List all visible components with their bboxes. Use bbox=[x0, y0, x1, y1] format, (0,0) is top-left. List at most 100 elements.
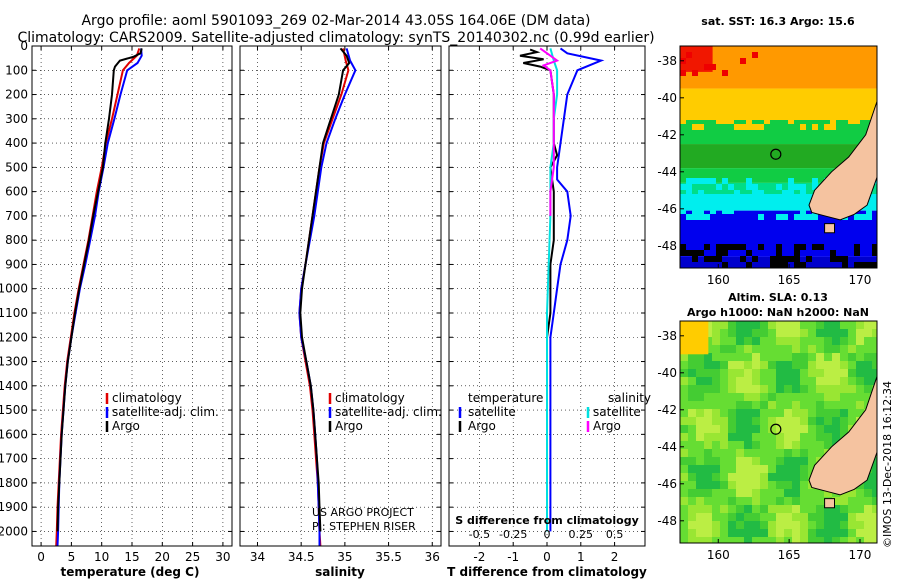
sla-pixel bbox=[792, 521, 800, 529]
sst-pixel bbox=[800, 262, 806, 268]
sla-pixel bbox=[768, 505, 776, 513]
sla-pixel bbox=[704, 513, 712, 521]
sla-pixel bbox=[696, 417, 704, 425]
sla-pixel bbox=[728, 329, 736, 337]
sst-pixel bbox=[698, 208, 704, 214]
sla-pixel bbox=[712, 369, 720, 377]
sst-pixel bbox=[788, 118, 794, 124]
sla-pixel bbox=[832, 417, 840, 425]
sla-pixel bbox=[784, 337, 792, 345]
sst-pixel bbox=[680, 208, 686, 214]
sla-pixel bbox=[744, 321, 752, 329]
sla-pixel bbox=[696, 497, 704, 505]
sla-pixel bbox=[696, 537, 704, 543]
sst-pixel bbox=[830, 124, 836, 130]
sst-pixel bbox=[854, 118, 860, 124]
sst-pixel bbox=[866, 214, 872, 220]
sla-pixel bbox=[712, 417, 720, 425]
sst-pixel bbox=[854, 244, 860, 250]
sla-pixel bbox=[792, 329, 800, 337]
sla-pixel bbox=[712, 385, 720, 393]
sla-pixel bbox=[704, 417, 712, 425]
sst-pixel bbox=[680, 250, 686, 256]
sla-pixel bbox=[704, 385, 712, 393]
y-tick-label: 700 bbox=[5, 209, 28, 223]
sla-pixel bbox=[704, 457, 712, 465]
map-y-tick-label: -38 bbox=[657, 54, 677, 68]
sla-pixel bbox=[872, 529, 877, 537]
sla-pixel bbox=[736, 361, 744, 369]
sla-pixel bbox=[832, 329, 840, 337]
y-tick-label: 0 bbox=[20, 39, 28, 53]
sla-pixel bbox=[824, 489, 832, 497]
legend-label: satellite bbox=[593, 405, 641, 419]
legend-title-temperature: temperature bbox=[468, 391, 543, 405]
sla-pixel bbox=[688, 529, 696, 537]
sla-pixel bbox=[808, 537, 816, 543]
sst-pixel bbox=[812, 178, 818, 184]
sst-pixel bbox=[782, 256, 788, 262]
y-tick-label: 600 bbox=[5, 185, 28, 199]
sla-pixel bbox=[800, 417, 808, 425]
sla-pixel bbox=[688, 465, 696, 473]
sst-pixel bbox=[818, 268, 824, 274]
sst-pixel bbox=[872, 250, 877, 256]
sla-pixel bbox=[688, 489, 696, 497]
sla-pixel bbox=[792, 529, 800, 537]
sst-pixel bbox=[830, 256, 836, 262]
sla-pixel bbox=[792, 481, 800, 489]
salinity-xlabel: salinity bbox=[315, 565, 365, 579]
sla-pixel bbox=[696, 473, 704, 481]
sla-pixel bbox=[864, 385, 872, 393]
sla-pixel bbox=[784, 505, 792, 513]
s-tick-label: 0.5 bbox=[606, 528, 624, 541]
sla-pixel bbox=[688, 505, 696, 513]
sla-pixel bbox=[848, 521, 856, 529]
series-line-argo bbox=[299, 47, 351, 532]
x-tick-label: 0 bbox=[543, 550, 551, 564]
sst-pixel bbox=[692, 214, 698, 220]
sla-pixel bbox=[848, 513, 856, 521]
sla-pixel bbox=[728, 433, 736, 441]
sla-pixel bbox=[840, 337, 848, 345]
sla-pixel bbox=[744, 385, 752, 393]
sst-pixel bbox=[830, 250, 836, 256]
sla-pixel bbox=[712, 377, 720, 385]
sla-pixel bbox=[768, 529, 776, 537]
sla-pixel bbox=[872, 505, 877, 513]
sla-pixel bbox=[752, 377, 760, 385]
sst-pixel bbox=[782, 214, 788, 220]
sla-pixel bbox=[848, 489, 856, 497]
map-y-tick-label: -44 bbox=[657, 440, 677, 454]
sst-pixel bbox=[692, 178, 698, 184]
legend-label: climatology bbox=[112, 391, 182, 405]
sla-pixel bbox=[680, 353, 688, 361]
sst-pixel bbox=[686, 178, 692, 184]
sst-pixel bbox=[830, 118, 836, 124]
sla-pixel bbox=[712, 361, 720, 369]
sla-pixel bbox=[864, 505, 872, 513]
sst-pixel bbox=[698, 190, 704, 196]
sla-pixel bbox=[736, 385, 744, 393]
sla-pixel bbox=[864, 321, 872, 329]
sla-pixel bbox=[840, 513, 848, 521]
sla-pixel bbox=[784, 457, 792, 465]
sla-pixel bbox=[720, 345, 728, 353]
sst-pixel bbox=[842, 262, 848, 268]
sla-pixel bbox=[816, 417, 824, 425]
sst-pixel bbox=[698, 124, 704, 130]
sla-pixel bbox=[816, 377, 824, 385]
sst-pixel bbox=[812, 244, 818, 250]
sst-pixel bbox=[776, 214, 782, 220]
sla-pixel bbox=[872, 329, 877, 337]
sla-pixel bbox=[856, 521, 864, 529]
sla-pixel bbox=[824, 321, 832, 329]
project-credit: US ARGO PROJECT bbox=[312, 506, 414, 519]
sla-pixel bbox=[880, 329, 888, 337]
sla-pixel bbox=[688, 473, 696, 481]
sla-pixel bbox=[704, 353, 712, 361]
map-field bbox=[680, 321, 888, 543]
sla-pixel bbox=[864, 537, 872, 543]
sla-pixel bbox=[704, 377, 712, 385]
sla-pixel bbox=[832, 497, 840, 505]
